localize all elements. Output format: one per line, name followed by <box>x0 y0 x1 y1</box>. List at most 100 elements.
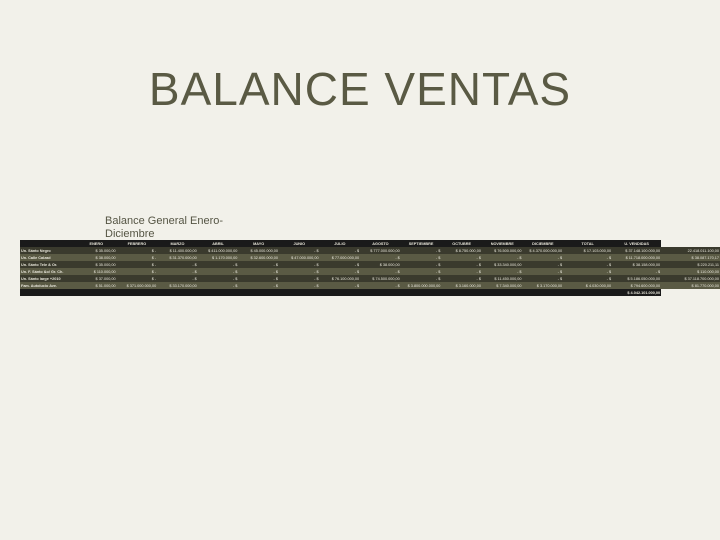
page-title: BALANCE VENTAS <box>0 62 720 116</box>
footer-cell <box>441 289 482 296</box>
cell-value: - $ <box>401 268 442 275</box>
balance-table-container: ENEROFEBREROMARZOABRILMAYOJUNIOJULIOAGOS… <box>20 240 720 296</box>
row-label: Fam. Autolucio Ave. <box>20 282 76 289</box>
cell-value: $ 220.211,11 <box>661 261 720 268</box>
cell-value: $ 411.000.000,00 <box>198 247 239 254</box>
cell-value: $ 38.000,00 <box>360 261 401 268</box>
cell-value: - $ <box>238 275 279 282</box>
cell-value: - $ <box>157 261 198 268</box>
cell-value: - $ <box>401 247 442 254</box>
table-row: Un. Sánto large +2010$ 37.000,00$ -- $- … <box>20 275 720 282</box>
footer-cell <box>320 289 361 296</box>
cell-value: - $ <box>401 254 442 261</box>
cell-value: - $ <box>320 261 361 268</box>
cell-value: $ 76.500.000,00 <box>482 247 523 254</box>
cell-value: - $ <box>279 275 320 282</box>
cell-value: $ 77.000.000,00 <box>320 254 361 261</box>
cell-value: - $ <box>320 268 361 275</box>
table-row: Un. F. Sánto &o/ Gr. Ch.$ 110.000,00$ --… <box>20 268 720 275</box>
footer-cell <box>482 289 523 296</box>
cell-value: $ 777.000.000,00 <box>360 247 401 254</box>
col-header: MAYO <box>238 240 279 247</box>
cell-value: $ 32.600.000,00 <box>238 254 279 261</box>
cell-value: $ 51.000,00 <box>76 282 117 289</box>
footer-cell: $ 4.042.101.000,00 <box>612 289 661 296</box>
row-label: Un. Sánto Negro <box>20 247 76 254</box>
footer-cell <box>157 289 198 296</box>
cell-value: - $ <box>612 268 661 275</box>
cell-value: - $ <box>198 268 239 275</box>
col-header: U. VENDIDAS <box>612 240 661 247</box>
cell-value: - $ <box>523 261 564 268</box>
cell-value: $ 81.770.000,00 <box>661 282 720 289</box>
footer-cell <box>76 289 117 296</box>
col-header: JUNIO <box>279 240 320 247</box>
cell-value: - $ <box>157 275 198 282</box>
col-header: OCTUBRE <box>441 240 482 247</box>
cell-value: $ - <box>117 247 158 254</box>
cell-value: $ 3.160.000,00 <box>441 282 482 289</box>
cell-value: $ 1.170.000,00 <box>198 254 239 261</box>
cell-value: $ 11.718.000.000,00 <box>612 254 661 261</box>
table-body: Un. Sánto Negro$ 35.000,00$ -$ 11.400.00… <box>20 247 720 289</box>
cell-value: - $ <box>320 282 361 289</box>
table-row: Fam. Autolucio Ave.$ 51.000,00$ 371.000.… <box>20 282 720 289</box>
footer-cell <box>117 289 158 296</box>
cell-value: - $ <box>279 261 320 268</box>
footer-cell <box>279 289 320 296</box>
cell-value: - $ <box>238 261 279 268</box>
cell-value: - $ <box>401 261 442 268</box>
cell-value: $ 371.000.000,00 <box>117 282 158 289</box>
row-label: Un. Sánto large +2010 <box>20 275 76 282</box>
footer-cell <box>238 289 279 296</box>
cell-value: $ 37.000,00 <box>76 275 117 282</box>
col-header <box>20 240 76 247</box>
cell-value: $ - <box>117 254 158 261</box>
cell-value: - $ <box>198 282 239 289</box>
subtitle-line1: Balance General Enero- <box>105 215 223 227</box>
cell-value: $ 35.000,00 <box>76 247 117 254</box>
cell-value: $ 11.400.000,00 <box>157 247 198 254</box>
cell-value: - $ <box>157 268 198 275</box>
cell-value: $ 4.370.000.000,00 <box>523 247 564 254</box>
cell-value: $ 33.170.000,00 <box>157 282 198 289</box>
cell-value: $ 35.000,00 <box>76 261 117 268</box>
cell-value: $ - <box>117 275 158 282</box>
cell-value: $ 11.450.000,00 <box>482 275 523 282</box>
col-header: DICIEMBRE <box>523 240 564 247</box>
col-header: SEPTIEMBRE <box>401 240 442 247</box>
cell-value: $ 8.750.000,00 <box>441 247 482 254</box>
cell-value: - $ <box>198 261 239 268</box>
cell-value: - $ <box>523 275 564 282</box>
cell-value: - $ <box>279 247 320 254</box>
cell-value: $ 7.340.000,00 <box>482 282 523 289</box>
cell-value: - $ <box>523 254 564 261</box>
cell-value: $ 76.100.000,00 <box>320 275 361 282</box>
cell-value: 22.418.011.100,00 <box>661 247 720 254</box>
cell-value: - $ <box>563 261 612 268</box>
cell-value: - $ <box>401 275 442 282</box>
cell-value: - $ <box>441 275 482 282</box>
row-label: Un. Sánto Tele & Or. <box>20 261 76 268</box>
cell-value: - $ <box>238 268 279 275</box>
cell-value: $ 4.030.000,00 <box>563 282 612 289</box>
row-label: Un. F. Sánto &o/ Gr. Ch. <box>20 268 76 275</box>
col-header: AGOSTO <box>360 240 401 247</box>
cell-value: - $ <box>279 282 320 289</box>
cell-value: - $ <box>563 268 612 275</box>
cell-value: $ 37.118.700.000,00 <box>661 275 720 282</box>
subtitle-line2: Diciembre <box>105 228 155 240</box>
footer-cell <box>198 289 239 296</box>
cell-value: $ 3.800.000.000,00 <box>401 282 442 289</box>
cell-value: $ - <box>117 268 158 275</box>
footer-cell <box>360 289 401 296</box>
cell-value: $ 33.340.000,00 <box>482 261 523 268</box>
footer-cell <box>523 289 564 296</box>
cell-value: - $ <box>360 254 401 261</box>
footer-cell <box>20 289 76 296</box>
footer-cell <box>401 289 442 296</box>
cell-value: - $ <box>441 254 482 261</box>
table-row: Un. Calle Calzad$ 38.000,00$ -$ 31.370.0… <box>20 254 720 261</box>
cell-value: $ 3.170.000,00 <box>523 282 564 289</box>
cell-value: $ 794.600.000,00 <box>612 282 661 289</box>
